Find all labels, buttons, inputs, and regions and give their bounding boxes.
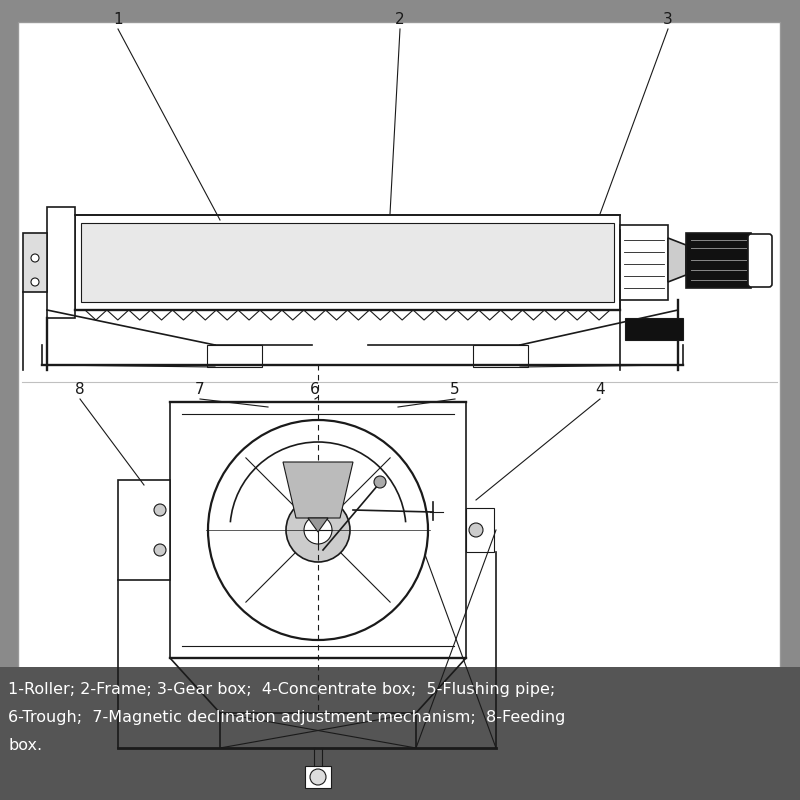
- Text: 1: 1: [113, 12, 123, 27]
- Circle shape: [310, 769, 326, 785]
- Bar: [625, 318, 683, 340]
- Bar: [47, 207, 75, 318]
- Circle shape: [208, 420, 428, 640]
- Text: 4: 4: [595, 382, 605, 397]
- Text: box.: box.: [8, 738, 42, 753]
- Text: 2: 2: [395, 12, 405, 27]
- Bar: [23, 233, 47, 292]
- Bar: [81, 223, 614, 302]
- Bar: [207, 345, 262, 367]
- Circle shape: [154, 544, 166, 556]
- Bar: [473, 345, 528, 367]
- Text: 1-Roller; 2-Frame; 3-Gear box;  4-Concentrate box;  5-Flushing pipe;: 1-Roller; 2-Frame; 3-Gear box; 4-Concent…: [8, 682, 555, 697]
- Bar: [0, 667, 800, 800]
- Text: 5: 5: [450, 382, 460, 397]
- Text: 6-Trough;  7-Magnetic declination adjustment mechanism;  8-Feeding: 6-Trough; 7-Magnetic declination adjustm…: [8, 710, 566, 725]
- Bar: [118, 480, 170, 580]
- Bar: [305, 766, 331, 788]
- Text: 3: 3: [663, 12, 673, 27]
- Bar: [75, 215, 620, 310]
- Bar: [686, 233, 751, 288]
- Text: 8: 8: [75, 382, 85, 397]
- Bar: [466, 508, 494, 552]
- Polygon shape: [308, 518, 328, 532]
- Circle shape: [31, 278, 39, 286]
- Polygon shape: [668, 238, 686, 282]
- Text: 6: 6: [310, 382, 320, 397]
- Circle shape: [31, 254, 39, 262]
- Bar: [18, 22, 780, 670]
- Circle shape: [304, 516, 332, 544]
- Circle shape: [154, 504, 166, 516]
- Text: 7: 7: [195, 382, 205, 397]
- FancyBboxPatch shape: [748, 234, 772, 287]
- Circle shape: [469, 523, 483, 537]
- Circle shape: [374, 476, 386, 488]
- Polygon shape: [283, 462, 353, 518]
- Bar: [620, 225, 668, 300]
- Circle shape: [286, 498, 350, 562]
